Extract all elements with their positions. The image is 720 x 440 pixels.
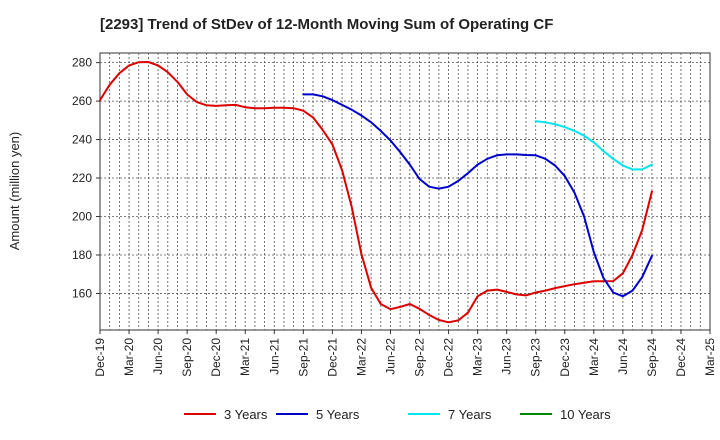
- series-lines: [99, 61, 653, 324]
- x-tick-label: Jun-20: [151, 338, 165, 375]
- x-tick-label: Dec-21: [325, 338, 339, 377]
- y-tick-label: 180: [72, 248, 92, 262]
- y-tick-label: 240: [72, 133, 92, 147]
- plot-area: [99, 52, 711, 331]
- legend-label-10-years: 10 Years: [560, 407, 611, 422]
- x-tick-label: Mar-25: [703, 338, 717, 376]
- y-tick-label: 260: [72, 94, 92, 108]
- x-tick-label: Jun-21: [267, 338, 281, 375]
- legend-label-5-years: 5 Years: [316, 407, 360, 422]
- legend-label-3-years: 3 Years: [224, 407, 268, 422]
- y-axis-label: Amount (million yen): [7, 132, 22, 251]
- x-tick-label: Dec-24: [674, 338, 688, 377]
- y-tick-label: 220: [72, 171, 92, 185]
- x-tick-label: Mar-22: [354, 338, 368, 376]
- x-tick-label: Sep-22: [413, 338, 427, 377]
- y-axis-ticks: 160 180 200 220 240 260 280: [72, 56, 100, 300]
- grid: [100, 53, 710, 330]
- x-tick-label: Mar-20: [122, 338, 136, 376]
- x-tick-label: Mar-21: [238, 338, 252, 376]
- y-tick-label: 160: [72, 286, 92, 300]
- x-tick-label: Jun-22: [383, 338, 397, 375]
- x-tick-label: Sep-21: [296, 338, 310, 377]
- series-line-3-years: [99, 61, 653, 324]
- x-tick-label: Dec-22: [442, 338, 456, 377]
- x-tick-label: Jun-24: [616, 338, 630, 375]
- series-line-5-years: [302, 93, 653, 298]
- series-line-7-years: [534, 120, 653, 171]
- x-axis-ticks: Dec-19 Mar-20 Jun-20 Sep-20 Dec-20 Mar-21 Jun-…: [93, 330, 717, 377]
- chart-title: [2293] Trend of StDev of 12-Month Moving…: [100, 16, 553, 33]
- x-tick-label: Sep-23: [529, 338, 543, 377]
- x-tick-label: Sep-24: [645, 338, 659, 377]
- y-tick-label: 280: [72, 56, 92, 70]
- legend-label-7-years: 7 Years: [448, 407, 492, 422]
- y-tick-label: 200: [72, 210, 92, 224]
- x-tick-label: Dec-23: [558, 338, 572, 377]
- x-tick-label: Mar-24: [587, 338, 601, 376]
- x-tick-label: Dec-19: [93, 338, 107, 377]
- x-tick-label: Mar-23: [471, 338, 485, 376]
- x-tick-label: Jun-23: [500, 338, 514, 375]
- x-tick-label: Sep-20: [180, 338, 194, 377]
- legend: 3 Years 5 Years 7 Years 10 Years: [184, 407, 611, 422]
- x-tick-label: Dec-20: [209, 338, 223, 377]
